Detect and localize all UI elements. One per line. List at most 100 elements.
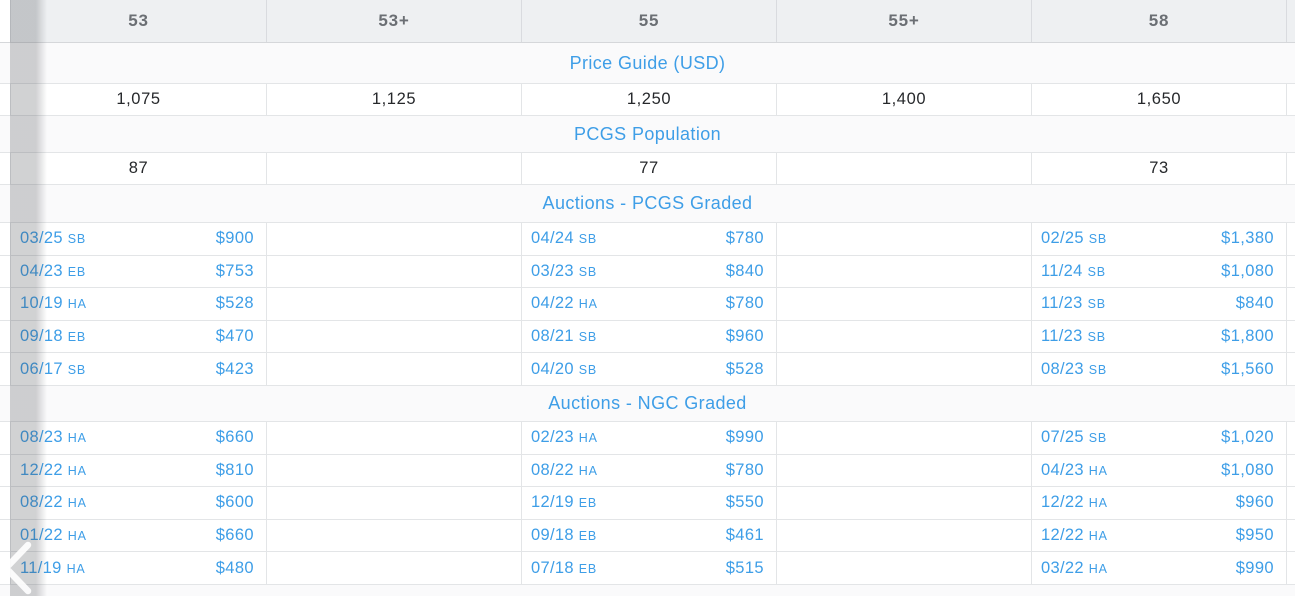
population-value-55: 77 — [522, 153, 777, 184]
auction-price-link[interactable]: $1,560 — [1221, 359, 1274, 378]
auction-price-link[interactable]: $660 — [215, 526, 254, 545]
auction-date-link[interactable]: 07/25 SB — [1041, 428, 1107, 447]
chevron-left-icon[interactable] — [0, 540, 36, 596]
auction-price-link[interactable]: $470 — [215, 327, 254, 346]
auction-cell: 11/23 SB $1,800 — [1032, 320, 1287, 353]
auction-date-link[interactable]: 02/23 HA — [531, 428, 598, 447]
auction-date-link[interactable]: 09/18 EB — [531, 526, 597, 545]
auction-price-link[interactable]: $780 — [725, 460, 764, 479]
auction-date-link[interactable]: 08/22 HA — [531, 461, 598, 480]
auction-price-link[interactable]: $423 — [215, 359, 254, 378]
auctions-pcgs-label[interactable]: Auctions - PCGS Graded — [542, 193, 753, 213]
auction-cell-empty — [267, 487, 522, 519]
auction-date-link[interactable]: 04/22 HA — [531, 294, 598, 313]
auction-price-link[interactable]: $1,080 — [1221, 460, 1274, 479]
population-value: 77 — [639, 159, 659, 177]
auction-date-link[interactable]: 08/22 HA — [20, 493, 87, 512]
auction-venue: SB — [578, 362, 598, 377]
auction-cell: 12/19 EB $550 — [522, 487, 777, 519]
auction-date-link[interactable]: 11/24 SB — [1041, 262, 1106, 281]
auction-date-link[interactable]: 04/20 SB — [531, 360, 597, 379]
auction-date: 03/23 — [531, 261, 574, 280]
auction-price-link[interactable]: $840 — [1235, 294, 1274, 313]
auction-price-link[interactable]: $900 — [215, 229, 254, 248]
auction-price-link[interactable]: $960 — [725, 327, 764, 346]
population-label[interactable]: PCGS Population — [573, 123, 722, 144]
right-edge-cell — [1287, 353, 1295, 385]
auction-row: 06/17 SB $423 04/20 SB $528 08/23 SB $1,560 — [0, 353, 1295, 386]
auction-date-link[interactable]: 08/23 HA — [20, 428, 87, 447]
grade-label: 55 — [638, 11, 660, 30]
auction-cell-empty — [777, 223, 1032, 255]
auction-price-link[interactable]: $960 — [1235, 493, 1274, 512]
auction-date-link[interactable]: 12/22 HA — [1041, 526, 1108, 545]
auction-price-link[interactable]: $550 — [725, 493, 764, 512]
auction-price-link[interactable]: $990 — [1235, 558, 1274, 577]
auction-cell-empty — [267, 288, 522, 320]
auction-venue: SB — [1088, 431, 1108, 446]
auction-price-link[interactable]: $753 — [215, 261, 254, 280]
auction-date-link[interactable]: 10/19 HA — [20, 294, 87, 313]
auction-price-link[interactable]: $780 — [725, 294, 764, 313]
auction-price-link[interactable]: $660 — [215, 428, 254, 447]
auction-date-link[interactable]: 08/23 SB — [1041, 360, 1107, 379]
population-value-row: 87 77 73 — [0, 153, 1295, 185]
left-edge-cell — [0, 0, 11, 42]
auction-price-link[interactable]: $810 — [215, 460, 254, 479]
auction-date: 03/22 — [1041, 558, 1084, 577]
auction-date-link[interactable]: 06/17 SB — [20, 360, 86, 379]
section-row-partial — [0, 584, 1295, 596]
auction-cell-empty — [777, 552, 1032, 584]
auction-date-link[interactable]: 03/25 SB — [20, 229, 86, 248]
auction-cell: 11/19 HA $480 — [11, 552, 267, 584]
auction-price-link[interactable]: $1,080 — [1221, 261, 1274, 280]
auction-date-link[interactable]: 01/22 HA — [20, 526, 87, 545]
price-guide-label[interactable]: Price Guide (USD) — [569, 52, 726, 73]
auction-date-link[interactable]: 02/25 SB — [1041, 229, 1107, 248]
auction-venue: HA — [1088, 529, 1108, 544]
auction-price-link[interactable]: $600 — [215, 493, 254, 512]
auction-date-link[interactable]: 09/18 EB — [20, 327, 86, 346]
auction-price-link[interactable]: $528 — [725, 359, 764, 378]
auction-date-link[interactable]: 12/22 HA — [20, 461, 87, 480]
right-edge-cell — [1287, 487, 1295, 519]
auction-cell: 08/22 HA $780 — [522, 454, 777, 487]
auction-price-link[interactable]: $780 — [725, 229, 764, 248]
auction-venue: HA — [67, 496, 87, 511]
auction-date-link[interactable]: 07/18 EB — [531, 559, 597, 578]
auction-row: 01/22 HA $660 09/18 EB $461 12/22 HA $950 — [0, 519, 1295, 553]
auction-price-link[interactable]: $950 — [1235, 526, 1274, 545]
auction-date: 04/22 — [531, 294, 574, 313]
right-edge-cell — [1287, 320, 1295, 353]
auction-date-link[interactable]: 11/23 SB — [1041, 294, 1106, 313]
auction-price-link[interactable]: $528 — [215, 294, 254, 313]
auction-date-link[interactable]: 04/24 SB — [531, 229, 597, 248]
auction-price-link[interactable]: $1,800 — [1221, 327, 1274, 346]
auction-cell-empty — [267, 255, 522, 288]
auction-price-link[interactable]: $515 — [725, 558, 764, 577]
auction-date: 03/25 — [20, 229, 63, 248]
auction-date-link[interactable]: 04/23 EB — [20, 262, 86, 281]
auction-price-link[interactable]: $1,020 — [1221, 428, 1274, 447]
auction-date-link[interactable]: 04/23 HA — [1041, 461, 1108, 480]
auction-date-link[interactable]: 08/21 SB — [531, 327, 597, 346]
auction-price-link[interactable]: $480 — [215, 558, 254, 577]
auction-date-link[interactable]: 12/22 HA — [1041, 493, 1108, 512]
auction-date-link[interactable]: 12/19 EB — [531, 493, 597, 512]
auction-date-link[interactable]: 03/22 HA — [1041, 559, 1108, 578]
auction-venue: HA — [1088, 463, 1108, 478]
auction-date-link[interactable]: 11/19 HA — [20, 559, 86, 578]
population-value: 73 — [1149, 159, 1169, 177]
auction-price-link[interactable]: $461 — [725, 526, 764, 545]
auction-cell: 09/18 EB $470 — [11, 320, 267, 353]
auction-date: 02/25 — [1041, 229, 1084, 248]
auction-date-link[interactable]: 03/23 SB — [531, 262, 597, 281]
population-value-58: 73 — [1032, 153, 1287, 184]
auction-cell: 09/18 EB $461 — [522, 519, 777, 552]
auctions-ngc-label[interactable]: Auctions - NGC Graded — [548, 392, 747, 413]
auction-price-link[interactable]: $840 — [725, 261, 764, 280]
auction-date-link[interactable]: 11/23 SB — [1041, 327, 1106, 346]
auction-price-link[interactable]: $990 — [725, 428, 764, 447]
auction-price-link[interactable]: $1,380 — [1221, 229, 1274, 248]
